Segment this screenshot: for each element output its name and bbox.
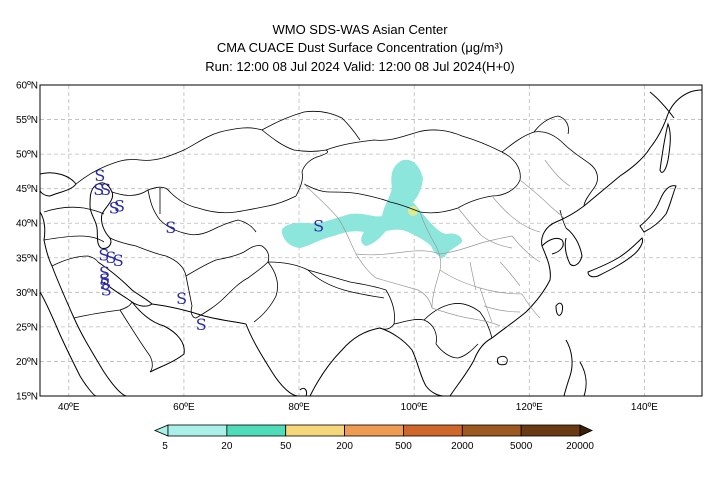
colorbar-cell	[285, 424, 345, 437]
map-subtitle: CMA CUACE Dust Surface Concentration (μg…	[216, 40, 504, 55]
country-borders	[43, 110, 598, 373]
lat-tick-label: 35ºN	[16, 253, 38, 264]
dust-storm-symbol: S	[98, 246, 109, 265]
province-borders	[303, 159, 571, 327]
colorbar: 5 20 50 200 500 2000 5000 20000	[153, 424, 594, 452]
dust-storm-symbol: S	[113, 251, 124, 270]
dust-storm-symbol: S	[101, 280, 112, 299]
lat-tick-label: 15ºN	[16, 392, 38, 403]
lat-tick-label: 30ºN	[16, 288, 38, 299]
colorbar-cell	[520, 424, 581, 437]
dust-storm-symbol: S	[99, 263, 110, 282]
colorbar-label: 2000	[451, 441, 474, 452]
colorbar-label: 5000	[510, 441, 533, 452]
colorbar-label: 200	[336, 441, 353, 452]
lon-tick-label: 80ºE	[288, 402, 310, 413]
lat-tick-label: 40ºN	[16, 219, 38, 230]
colorbar-cell	[403, 424, 463, 437]
lat-tick-label: 60ºN	[16, 81, 38, 92]
lat-tick-label: 20ºN	[16, 357, 38, 368]
dust-storm-symbol: S	[196, 315, 207, 334]
map-frame	[39, 84, 703, 397]
colorbar-high-arrow	[579, 424, 593, 437]
lat-tick-label: 25ºN	[16, 322, 38, 333]
lat-tick-label: 45ºN	[16, 184, 38, 195]
lon-tick-label: 140ºE	[631, 402, 658, 413]
colorbar-cell	[226, 424, 287, 437]
dust-storm-symbol: S	[114, 197, 125, 216]
map-title: WMO SDS-WAS Asian Center	[272, 22, 448, 37]
lat-tick-label: 55ºN	[16, 115, 38, 126]
coastlines	[40, 89, 702, 396]
colorbar-low-arrow	[153, 424, 169, 437]
dust-storm-symbol: S	[105, 248, 116, 267]
latitude-labels: 60ºN 55ºN 50ºN 45ºN 40ºN 35ºN 30ºN 25ºN 20ºN 15ºN	[16, 81, 38, 403]
colorbar-cell	[461, 424, 522, 437]
run-valid-time: Run: 12:00 08 Jul 2024 Valid: 12:00 08 J…	[205, 59, 515, 74]
colorbar-cell	[344, 424, 404, 437]
dust-storm-symbol: S	[165, 218, 176, 237]
lon-tick-label: 40ºE	[58, 402, 80, 413]
lon-tick-label: 120ºE	[516, 402, 543, 413]
basemap	[40, 89, 702, 396]
dust-storm-symbol: S	[109, 199, 120, 218]
colorbar-label: 20000	[566, 441, 594, 452]
dust-storm-symbol: S	[313, 217, 324, 236]
lat-tick-label: 50ºN	[16, 150, 38, 161]
colorbar-label: 20	[221, 441, 233, 452]
colorbar-cell	[167, 424, 228, 437]
dust-storm-symbol: S	[100, 180, 111, 199]
gridlines	[40, 85, 702, 396]
lon-tick-label: 100ºE	[401, 402, 428, 413]
longitude-labels: 40ºE 60ºE 80ºE 100ºE 120ºE 140ºE	[58, 402, 658, 413]
colorbar-label: 500	[395, 441, 412, 452]
lon-tick-label: 60ºE	[173, 402, 195, 413]
colorbar-label: 50	[280, 441, 292, 452]
colorbar-label: 5	[162, 441, 168, 452]
dust-storm-symbol: S	[176, 289, 187, 308]
dust-storm-symbol: S	[99, 270, 110, 289]
dust-storm-symbol: S	[100, 275, 111, 294]
dust-storm-symbol: S	[93, 180, 104, 199]
dust-storm-symbol: S	[94, 166, 105, 185]
